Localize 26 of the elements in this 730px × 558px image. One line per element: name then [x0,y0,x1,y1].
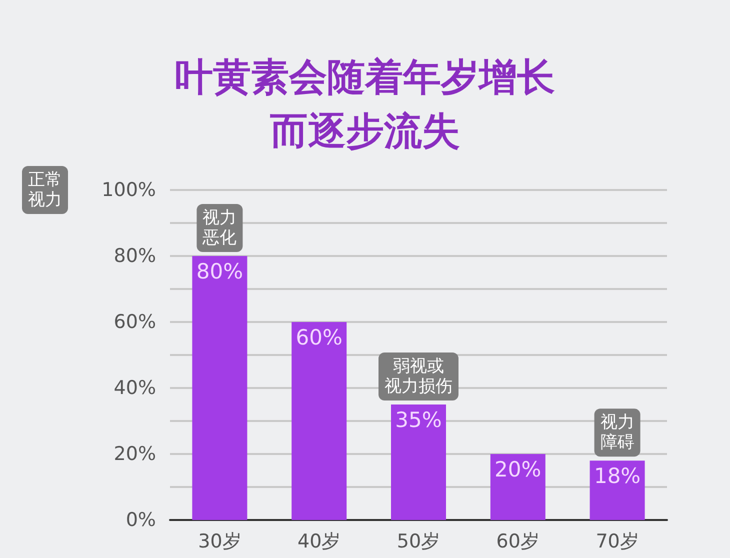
y-tick-label: 20% [114,443,156,465]
bar [391,404,446,520]
y-tick-label: 80% [114,245,156,267]
y-tick-label: 40% [114,377,156,399]
annotation: 视力障碍 [600,412,634,453]
y-tick-label: 100% [102,179,156,201]
x-tick-label: 50岁 [396,530,440,552]
annotation: 弱视或视力损伤 [384,356,452,396]
x-tick-label: 40岁 [298,530,341,552]
data-label: 20% [494,458,542,482]
bar [292,322,347,520]
data-label: 35% [395,408,442,432]
chart-title: 叶黄素会随着年岁增长而逐步流失 [175,55,555,153]
x-tick-label: 30岁 [198,530,242,552]
x-tick-label: 60岁 [496,530,540,552]
data-label: 80% [196,260,244,284]
annotation: 视力恶化 [202,208,237,248]
text: 正常视力 [28,170,62,210]
y-tick-label: 0% [126,509,156,531]
x-tick-label: 70岁 [596,530,639,552]
data-label: 18% [594,464,641,488]
bar [490,454,546,520]
data-label: 60% [296,326,342,350]
y-tick-label: 60% [114,311,156,333]
bar [590,460,645,520]
bar [192,256,248,520]
